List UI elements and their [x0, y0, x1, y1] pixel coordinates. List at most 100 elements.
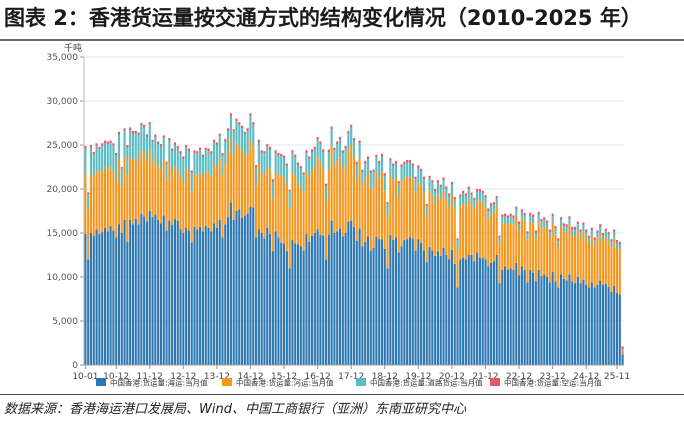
bar-segment-4: [481, 190, 484, 194]
bar-segment-3: [171, 151, 174, 173]
bar-segment-3: [369, 173, 372, 189]
bar-segment-2: [112, 171, 115, 231]
bar-segment-1: [366, 236, 370, 365]
bar-segment-1: [207, 227, 210, 365]
bar-segment-3: [101, 145, 104, 172]
bar-segment-3: [501, 217, 504, 224]
legend-layer: 中国香港:货运量:海运:当月值 中国香港:货运量:河运:当月值 中国香港:货运量:道…: [96, 378, 602, 388]
bar-segment-3: [422, 179, 426, 193]
bar-segment-4: [207, 148, 210, 152]
bar-segment-3: [308, 159, 311, 178]
bar-segment-2: [604, 237, 607, 285]
bar-segment-3: [296, 165, 300, 184]
bar-segment-3: [408, 162, 412, 177]
bar-segment-4: [327, 149, 330, 153]
bar-segment-2: [537, 220, 540, 270]
bar-segment-2: [445, 199, 448, 255]
x-tick-label: 15-12: [271, 372, 297, 382]
bar-segment-2: [263, 174, 266, 239]
bar-segment-4: [450, 181, 453, 185]
bar-segment-3: [557, 240, 560, 247]
bar-segment-4: [193, 150, 196, 153]
bar-segment-4: [369, 170, 372, 174]
bar-segment-3: [599, 226, 602, 233]
bar-segment-1: [330, 220, 333, 365]
bar-segment-3: [406, 162, 409, 177]
bar-segment-2: [330, 146, 333, 221]
bar-segment-4: [515, 206, 518, 210]
bar-segment-2: [380, 171, 384, 240]
bar-segment-3: [179, 153, 182, 176]
bar-segment-4: [593, 237, 596, 241]
bar-segment-2: [568, 225, 571, 275]
bar-segment-4: [271, 179, 274, 182]
bar-segment-4: [590, 227, 593, 231]
bar-segment-4: [526, 231, 529, 234]
bar-segment-4: [436, 180, 439, 183]
bar-segment-4: [310, 149, 314, 153]
bar-segment-3: [103, 143, 107, 167]
bar-segment-2: [375, 172, 378, 237]
bar-segment-3: [129, 130, 132, 157]
bar-segment-4: [87, 192, 90, 195]
bar-segment-1: [543, 274, 546, 365]
bar-segment-2: [224, 163, 227, 225]
bar-segment-2: [182, 181, 185, 233]
bar-segment-2: [425, 216, 428, 263]
bar-segment-2: [249, 139, 252, 207]
bar-segment-4: [294, 154, 297, 158]
bar-segment-4: [372, 169, 375, 173]
bar-segment-2: [280, 175, 283, 243]
bar-segment-3: [232, 131, 235, 155]
bar-segment-4: [333, 147, 336, 151]
bar-segment-1: [319, 234, 322, 365]
bar-segment-2: [87, 209, 90, 260]
bar-segment-3: [551, 216, 554, 223]
bar-segment-4: [190, 170, 193, 174]
bar-segment-2: [204, 171, 207, 226]
bar-segment-3: [143, 127, 146, 153]
bar-segment-1: [358, 228, 361, 365]
bar-segment-4: [599, 224, 602, 227]
bar-segment-1: [84, 233, 87, 365]
bar-segment-1: [117, 224, 121, 365]
bar-segment-2: [157, 167, 160, 220]
bar-segment-3: [526, 233, 529, 240]
bar-segment-1: [89, 233, 93, 365]
bar-segment-3: [260, 152, 263, 174]
bar-segment-2: [596, 238, 599, 285]
bar-segment-2: [179, 175, 182, 230]
bar-segment-3: [338, 139, 342, 158]
bar-segment-1: [131, 224, 135, 365]
bar-segment-2: [559, 225, 563, 275]
bar-segment-2: [448, 205, 451, 260]
bar-segment-3: [436, 182, 439, 195]
bar-segment-4: [252, 122, 255, 125]
bar-segment-2: [411, 179, 414, 239]
bar-segment-3: [504, 216, 507, 223]
bar-segment-1: [190, 242, 193, 365]
bar-segment-4: [255, 165, 258, 167]
bar-segment-2: [171, 172, 174, 226]
bar-segment-3: [106, 144, 109, 170]
bar-segment-1: [568, 274, 571, 365]
bar-segment-1: [199, 226, 202, 365]
bar-segment-3: [131, 133, 135, 160]
bar-segment-1: [504, 266, 507, 365]
bar-segment-1: [431, 250, 434, 365]
bar-segment-1: [372, 247, 375, 365]
bar-segment-1: [98, 233, 101, 365]
bar-segment-1: [148, 211, 151, 365]
bar-segment-4: [246, 128, 249, 131]
page-title: 图表 2：香港货运量按交通方式的结构变化情况（2010-2025 年）: [4, 6, 642, 30]
bar-segment-4: [322, 149, 325, 153]
bar-segment-3: [604, 231, 607, 238]
y-tick-label: 30,000: [47, 97, 79, 107]
bar-segment-1: [246, 213, 249, 365]
bar-segment-4: [199, 147, 202, 151]
bar-segment-3: [372, 172, 375, 188]
bar-segment-4: [366, 156, 370, 160]
bar-segment-1: [518, 275, 521, 365]
bar-segment-4: [420, 168, 423, 172]
